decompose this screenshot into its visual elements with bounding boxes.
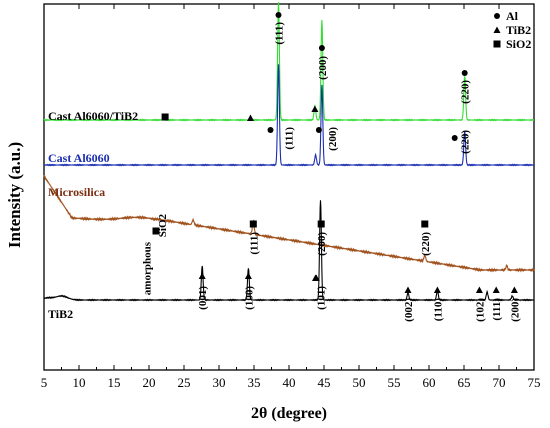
- peak-label: (200): [509, 298, 521, 322]
- legend-item-sio2: SiO2: [506, 37, 531, 51]
- sio2-square-marker: [493, 40, 501, 48]
- x-tick-label: 35: [248, 375, 261, 390]
- series-label-microsilica: Microsilica: [48, 185, 105, 199]
- x-tick-label: 20: [143, 375, 156, 390]
- peak-label: (220): [460, 80, 472, 104]
- peak-label: (100): [243, 286, 255, 310]
- sio2-square-marker: [421, 220, 429, 228]
- x-tick-label: 75: [528, 375, 541, 390]
- amorphous-label: amorphous: [141, 241, 153, 295]
- x-tick-label: 60: [423, 375, 436, 390]
- sio2-square-marker: [161, 113, 169, 121]
- peak-label: (111): [248, 232, 260, 255]
- tib2-triangle-marker: [510, 286, 518, 293]
- al-circle-marker: [461, 70, 468, 76]
- x-tick-label: 50: [353, 375, 366, 390]
- al-circle-marker: [315, 127, 322, 133]
- al-circle-marker: [318, 45, 325, 51]
- al-circle-marker: [494, 13, 500, 19]
- x-tick-label: 5: [41, 375, 48, 390]
- sio2-amorphous-label: SiO2: [157, 214, 169, 238]
- y-axis-title: Intensity (a.u.): [5, 142, 24, 248]
- tib2-triangle-marker: [244, 272, 252, 279]
- x-tick-label: 70: [493, 375, 506, 390]
- al-circle-marker: [267, 127, 274, 133]
- sio2-square-marker: [152, 227, 160, 235]
- peak-label: (200): [327, 127, 339, 151]
- x-tick-label: 40: [283, 375, 296, 390]
- series-label-tib2: TiB2: [48, 307, 73, 321]
- series-cast-al6060-line: [43, 64, 535, 167]
- peak-label: (111): [284, 127, 296, 150]
- sio2-square-marker: [317, 220, 325, 228]
- x-tick-label: 55: [388, 375, 401, 390]
- x-tick-label: 15: [108, 375, 121, 390]
- x-axis-title: 2θ (degree): [251, 405, 327, 422]
- series-microsilica-line: [43, 175, 535, 273]
- x-tick-label: 65: [458, 375, 471, 390]
- peak-label: (102): [474, 298, 486, 322]
- series-label-cast-al6060-tib2: Cast Al6060/TiB2: [48, 109, 138, 123]
- tib2-triangle-marker: [492, 286, 500, 293]
- tib2-triangle-marker: [433, 286, 441, 293]
- sio2-square-marker: [249, 220, 257, 228]
- tib2-triangle-marker: [404, 286, 412, 293]
- tib2-triangle-marker: [312, 274, 320, 281]
- peak-label: (002): [403, 298, 415, 322]
- tib2-triangle-marker: [198, 272, 206, 279]
- peak-label: (110): [432, 298, 444, 322]
- peak-label: (111): [491, 298, 503, 321]
- al-circle-marker: [275, 12, 282, 18]
- tib2-triangle-marker: [493, 26, 501, 33]
- plot-frame: [43, 3, 535, 371]
- x-tick-label: 25: [178, 375, 191, 390]
- peak-label: (200): [317, 56, 329, 80]
- legend-item-tib2: TiB2: [506, 23, 531, 37]
- x-tick-label: 45: [318, 375, 331, 390]
- tib2-triangle-marker: [247, 114, 254, 121]
- series-tib2-line: [43, 200, 535, 302]
- series-cast-al6060-tib2-line: [43, 2, 535, 122]
- al-circle-marker: [451, 135, 458, 141]
- peak-label: (220): [460, 130, 472, 154]
- peak-label: (111): [274, 22, 286, 45]
- x-tick-label: 10: [73, 375, 86, 390]
- peak-label: (200): [316, 232, 328, 256]
- peak-label: (220): [420, 232, 432, 256]
- legend-item-al: Al: [506, 9, 519, 23]
- series-label-cast-al6060: Cast Al6060: [48, 151, 110, 165]
- tib2-triangle-marker: [475, 286, 483, 293]
- x-tick-label: 30: [213, 375, 226, 390]
- peak-label: (001): [197, 286, 209, 310]
- peak-label: (101): [316, 286, 328, 310]
- tib2-triangle-marker: [311, 105, 319, 112]
